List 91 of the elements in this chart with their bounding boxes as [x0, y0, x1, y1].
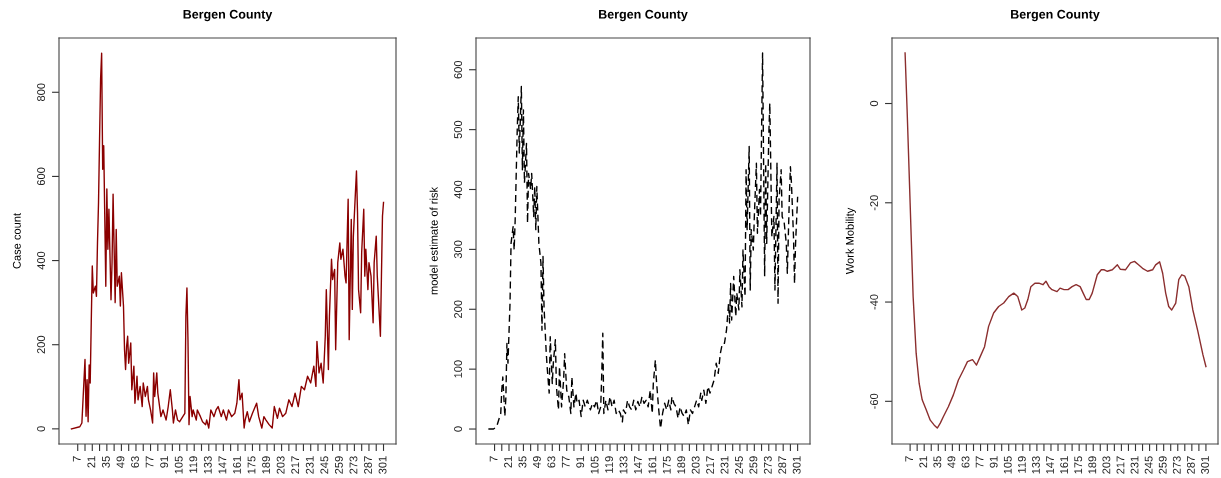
y-tick-label: -60: [870, 393, 878, 409]
x-tick-label: 7: [72, 456, 81, 462]
y-tick-label: 600: [37, 167, 45, 186]
y-tick-label: 800: [37, 83, 45, 102]
line-series: [904, 52, 1207, 429]
line-series: [70, 52, 385, 430]
x-tick-label: 189: [1088, 456, 1097, 474]
x-tick-label: 119: [1017, 456, 1026, 473]
x-tick-label: 273: [763, 456, 772, 474]
x-tick-label: 49: [116, 456, 125, 468]
x-tick-label: 287: [364, 456, 372, 474]
y-tick-label: 400: [37, 251, 45, 270]
x-tick-label: 203: [1102, 456, 1111, 474]
x-tick-label: 287: [778, 456, 787, 474]
y-tick-label: -40: [870, 294, 878, 310]
x-tick-label: 147: [634, 456, 642, 474]
y-tick-label: 300: [454, 240, 462, 259]
x-tick-label: 105: [1003, 456, 1012, 474]
x-tick-label: 35: [518, 456, 527, 468]
chart-title: Bergen County: [183, 9, 273, 22]
x-tick-label: 217: [1116, 456, 1125, 474]
x-tick-label: 231: [305, 456, 314, 474]
x-tick-label: 231: [720, 456, 729, 474]
x-tick-label: 133: [1032, 456, 1040, 474]
y-tick-label: 0: [37, 426, 45, 432]
x-tick-label: 21: [87, 456, 96, 468]
x-tick-label: 175: [1074, 456, 1083, 474]
x-tick-label: 287: [1186, 456, 1195, 474]
x-tick-label: 273: [1172, 456, 1181, 474]
x-tick-label: 7: [905, 456, 913, 462]
x-tick-label: 245: [735, 456, 743, 474]
x-tick-label: 105: [174, 456, 183, 474]
x-tick-label: 91: [989, 456, 998, 468]
x-tick-label: 175: [247, 456, 256, 474]
x-tick-label: 21: [504, 456, 512, 468]
x-tick-label: 147: [1046, 456, 1054, 474]
x-tick-label: 119: [189, 456, 198, 473]
x-tick-label: 175: [662, 456, 671, 474]
x-tick-label: 217: [706, 456, 714, 474]
x-tick-label: 91: [576, 456, 585, 468]
x-tick-label: 231: [1130, 456, 1139, 474]
x-tick-label: 217: [291, 456, 300, 474]
y-tick-label: 200: [454, 300, 462, 318]
x-tick-label: 259: [334, 456, 343, 474]
x-tick-label: 21: [919, 456, 928, 468]
y-axis-title: model estimate of risk: [429, 186, 438, 295]
x-tick-label: 91: [160, 456, 169, 468]
chart-title: Bergen County: [1011, 9, 1100, 22]
x-tick-label: 161: [233, 456, 241, 474]
x-tick-label: 63: [961, 456, 970, 468]
y-tick-label: 0: [454, 426, 462, 432]
x-tick-label: 63: [547, 456, 556, 468]
x-tick-label: 77: [145, 456, 154, 468]
x-tick-label: 133: [203, 456, 212, 474]
x-tick-label: 203: [276, 456, 285, 474]
x-tick-label: 133: [619, 456, 628, 474]
x-tick-label: 203: [691, 456, 700, 474]
x-tick-label: 259: [749, 456, 758, 474]
x-tick-label: 245: [320, 456, 329, 474]
y-tick-label: 500: [454, 120, 462, 139]
x-tick-label: 63: [131, 456, 139, 468]
y-tick-label: 100: [454, 360, 462, 378]
line-series: [487, 52, 799, 430]
y-tick-label: 600: [454, 60, 462, 79]
y-axis-title: Work Mobility: [845, 207, 856, 275]
y-tick-label: 0: [870, 100, 878, 107]
x-tick-label: 245: [1144, 456, 1153, 474]
y-tick-label: 200: [37, 335, 45, 354]
x-tick-label: 77: [561, 456, 570, 468]
x-tick-label: 161: [1060, 456, 1069, 474]
x-tick-label: 49: [532, 456, 541, 468]
x-tick-label: 49: [947, 456, 956, 468]
x-tick-label: 35: [933, 456, 942, 468]
x-tick-label: 301: [792, 456, 801, 474]
x-tick-label: 105: [590, 456, 599, 474]
x-tick-label: 273: [349, 456, 358, 474]
x-tick-label: 119: [605, 456, 613, 473]
x-tick-label: 189: [677, 456, 686, 474]
x-tick-label: 301: [378, 456, 387, 474]
x-tick-label: 301: [1201, 456, 1209, 474]
y-axis-title: Case count: [12, 212, 21, 269]
x-tick-label: 259: [1158, 456, 1167, 474]
x-tick-label: 7: [489, 456, 498, 462]
x-tick-label: 77: [975, 456, 984, 468]
x-tick-label: 147: [218, 456, 227, 474]
y-tick-label: 400: [454, 180, 462, 199]
x-tick-label: 161: [648, 456, 657, 474]
x-tick-label: 35: [101, 456, 110, 468]
x-tick-label: 189: [262, 456, 271, 474]
chart-title: Bergen County: [599, 9, 688, 22]
y-tick-label: -20: [870, 195, 878, 211]
